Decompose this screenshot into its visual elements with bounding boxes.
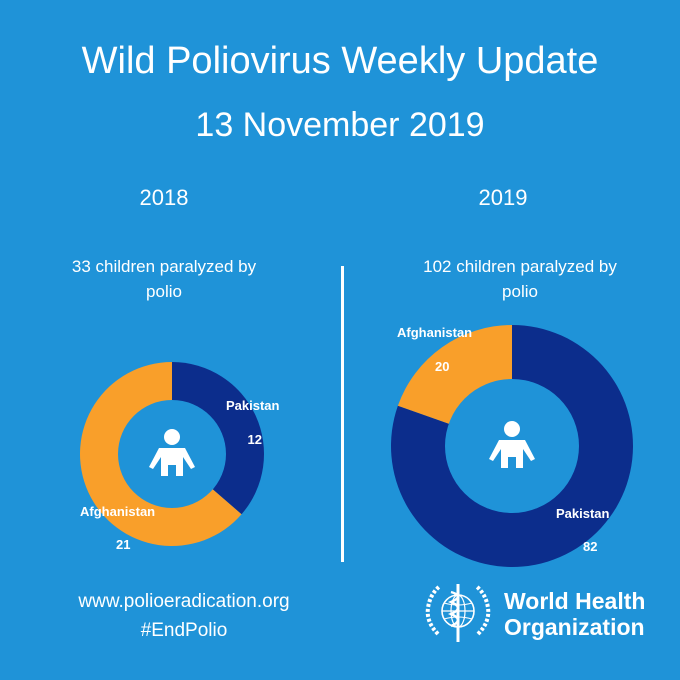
slice-label-afghanistan-2018: Afghanistan <box>80 504 155 519</box>
slice-value-pakistan-2019: 82 <box>583 539 597 554</box>
page-title: Wild Poliovirus Weekly Update <box>81 40 599 82</box>
slice-label-afghanistan-2019: Afghanistan <box>397 325 472 340</box>
who-wordmark-line1: World Health <box>504 588 646 614</box>
child-icon <box>149 429 195 476</box>
website-link[interactable]: www.polioeradication.org <box>78 591 290 612</box>
who-wordmark-line2: Organization <box>504 614 645 640</box>
cases-2019-caption-line1: 102 children paralyzed by <box>423 257 617 276</box>
slice-value-pakistan-2018: 12 <box>248 432 262 447</box>
cases-2019-caption-line2: polio <box>502 282 538 301</box>
hashtag: #EndPolio <box>140 620 228 641</box>
slice-label-pakistan-2018: Pakistan <box>226 398 280 413</box>
year-2019-heading: 2019 <box>478 185 528 210</box>
cases-2019-caption: 102 children paralyzed by polio <box>390 254 650 304</box>
update-date: 13 November 2019 <box>195 106 485 144</box>
cases-2018-caption: 33 children paralyzed by polio <box>34 254 294 304</box>
year-2018-heading: 2018 <box>139 185 189 210</box>
cases-2018-caption-line2: polio <box>146 282 182 301</box>
donut-chart-2019: Afghanistan 20 Pakistan 82 <box>391 325 634 567</box>
panel-divider <box>341 266 344 562</box>
slice-label-pakistan-2019: Pakistan <box>556 506 610 521</box>
slice-value-afghanistan-2019: 20 <box>435 359 449 374</box>
who-emblem-icon <box>425 584 491 642</box>
footer-links: www.polioeradication.org #EndPolio <box>34 587 334 645</box>
cases-2018-caption-line1: 33 children paralyzed by <box>71 257 257 276</box>
child-icon <box>489 421 535 468</box>
who-wordmark: World Health Organization <box>504 588 674 640</box>
donut-chart-2018: Pakistan 12 Afghanistan 21 <box>80 362 280 552</box>
slice-value-afghanistan-2018: 21 <box>116 537 130 552</box>
